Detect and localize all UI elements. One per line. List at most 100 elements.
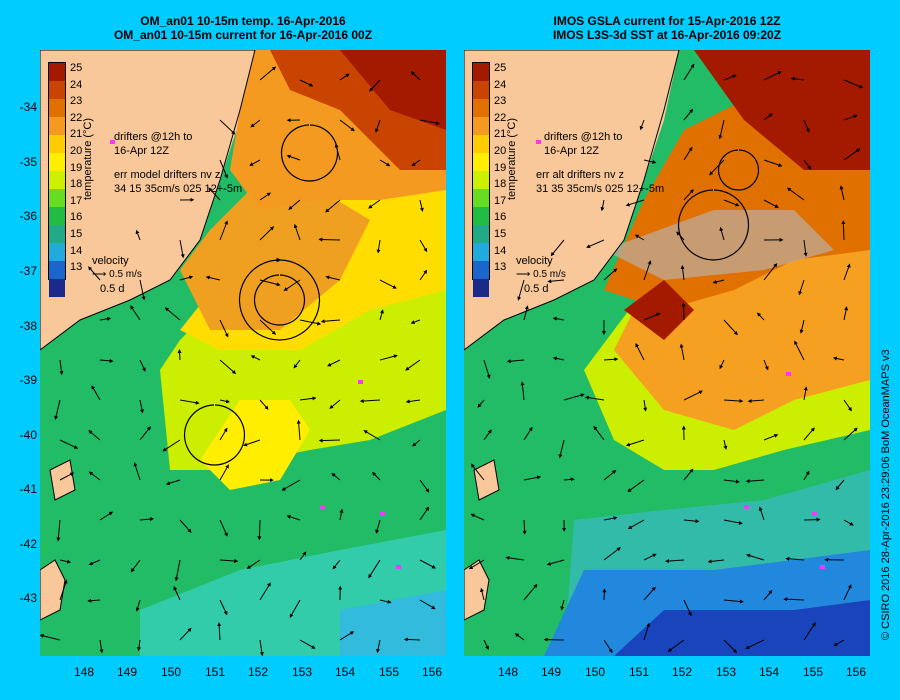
- current-arrow: [803, 119, 810, 133]
- x-tick: 149: [540, 665, 562, 679]
- current-arrow: [281, 479, 301, 491]
- colorbar-swatch: [49, 135, 65, 153]
- current-arrow: [627, 479, 645, 493]
- current-arrow: [130, 305, 141, 321]
- current-arrow: [790, 76, 805, 81]
- current-arrow: [546, 559, 565, 566]
- current-arrow: [745, 639, 765, 650]
- current-arrow: [843, 148, 861, 161]
- current-arrow: [318, 438, 341, 443]
- left-map-panel: 25 24 23 22 21 20 19 18 17 16 15 14 13 temperature (…: [40, 50, 446, 656]
- current-arrow: [560, 599, 565, 611]
- current-arrow: [763, 359, 769, 371]
- current-arrow: [600, 199, 605, 212]
- current-arrow: [419, 599, 436, 610]
- current-arrow: [843, 79, 864, 89]
- current-arrow: [603, 516, 618, 521]
- right-title-line1: IMOS GSLA current for 15-Apr-2016 12Z: [553, 14, 781, 28]
- current-arrow: [87, 598, 101, 603]
- current-arrow: [259, 226, 275, 241]
- colorbar-label: 24: [494, 78, 507, 91]
- current-arrow: [56, 519, 61, 542]
- y-tick: -43: [19, 591, 37, 605]
- current-arrow: [676, 231, 685, 241]
- current-arrow: [843, 263, 851, 281]
- current-arrow: [843, 306, 849, 321]
- current-arrow: [283, 279, 301, 292]
- x-tick: 154: [758, 665, 780, 679]
- current-arrow: [219, 159, 228, 179]
- current-arrow: [219, 599, 228, 616]
- current-arrow: [339, 508, 344, 521]
- x-tick: 148: [497, 665, 519, 679]
- current-arrow: [505, 555, 525, 561]
- current-arrow: [723, 519, 743, 525]
- current-arrow: [563, 393, 585, 401]
- current-arrow: [250, 355, 261, 361]
- velocity-legend: velocity ⟶ 0.5 m/s 0.5 d: [92, 254, 142, 296]
- current-arrow: [835, 479, 845, 491]
- current-arrow: [299, 79, 314, 87]
- current-arrow: [586, 239, 605, 248]
- current-arrow: [470, 513, 485, 521]
- colorbar-swatch: [49, 117, 65, 135]
- current-arrow: [558, 439, 565, 459]
- current-arrow: [286, 154, 301, 161]
- current-arrow: [419, 239, 428, 253]
- colorbar: [472, 62, 490, 297]
- current-arrow: [219, 558, 239, 563]
- current-arrow: [523, 583, 538, 601]
- velocity-arrow-icon: ⟶ 0.5 m/s: [92, 269, 142, 280]
- current-arrow: [683, 519, 700, 524]
- current-arrow: [643, 399, 648, 412]
- current-arrow: [368, 559, 381, 579]
- current-arrow: [259, 279, 281, 287]
- current-arrow: [803, 239, 808, 257]
- current-arrow: [723, 398, 744, 403]
- current-arrow: [786, 187, 805, 201]
- x-tick: 148: [73, 665, 95, 679]
- current-arrow: [59, 359, 64, 376]
- current-arrow: [174, 559, 181, 582]
- current-arrow: [718, 119, 725, 140]
- x-tick: 150: [584, 665, 606, 679]
- current-arrow: [243, 439, 261, 447]
- colorbar-swatch: [49, 207, 65, 225]
- current-arrow: [219, 119, 236, 135]
- current-arrow: [139, 399, 144, 414]
- current-arrow: [88, 266, 101, 281]
- current-arrow: [219, 399, 231, 404]
- colorbar-label: 24: [70, 78, 83, 91]
- colorbar-swatch: [473, 171, 489, 189]
- current-arrow: [763, 71, 782, 81]
- current-arrow: [379, 599, 392, 604]
- y-tick: -39: [19, 373, 37, 387]
- current-arrow: [763, 589, 773, 601]
- current-arrow: [517, 279, 525, 301]
- current-arrow: [763, 113, 773, 121]
- current-arrow: [257, 519, 262, 541]
- colorbar-label: 14: [70, 244, 83, 257]
- current-arrow: [625, 439, 645, 447]
- colorbar-label: 21: [494, 128, 507, 141]
- current-arrow: [165, 479, 181, 486]
- colorbar-swatch: [49, 261, 65, 279]
- drifter-marker: [786, 372, 791, 376]
- current-arrow: [763, 263, 778, 281]
- drifters-label: drifters @12h to 16-Apr 12Z: [114, 130, 192, 158]
- current-arrow: [54, 399, 61, 420]
- current-arrow: [219, 464, 229, 481]
- velocity-days: 0.5 d: [524, 283, 549, 295]
- y-tick: -40: [19, 428, 37, 442]
- current-arrow: [603, 268, 618, 281]
- current-arrow: [419, 506, 430, 521]
- current-arrow: [593, 425, 605, 441]
- colorbar-swatch: [473, 207, 489, 225]
- current-arrow: [723, 639, 738, 654]
- colorbar-label: 25: [70, 62, 83, 74]
- current-arrow: [843, 584, 852, 601]
- current-arrow: [379, 354, 398, 361]
- drifters-label-line2: 16-Apr 12Z: [114, 145, 170, 157]
- drifter-marker: [358, 380, 363, 384]
- current-arrow: [419, 199, 424, 212]
